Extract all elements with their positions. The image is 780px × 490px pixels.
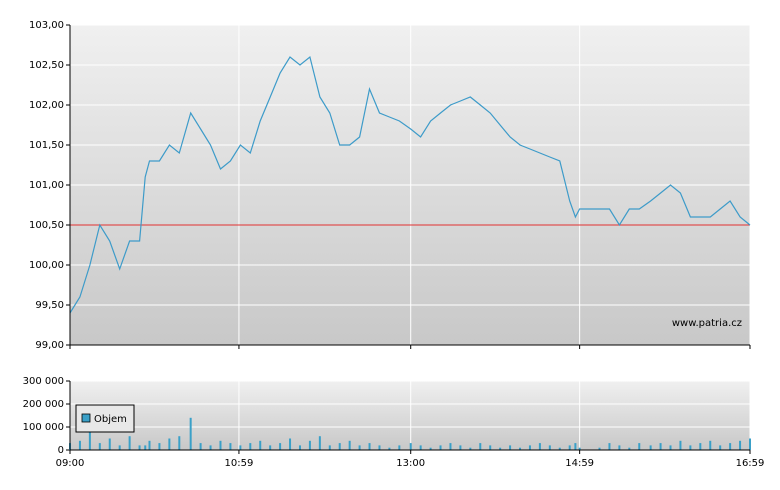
volume-bar [398,445,401,450]
x-tick-label: 10:59 [225,458,254,469]
y-tick-label: 102,00 [29,100,64,111]
volume-bar [98,443,101,450]
volume-bar [419,445,422,450]
legend-label: Objem [94,414,127,425]
y-tick-label: 103,00 [29,20,64,31]
volume-bar [368,443,371,450]
volume-bar [618,445,621,450]
volume-bar [178,436,181,450]
volume-bar [528,445,531,450]
volume-bar [229,443,232,450]
volume-bar [249,443,252,450]
volume-bar [168,438,171,450]
volume-bar [108,438,111,450]
volume-bar [148,440,151,450]
volume-bar [679,440,682,450]
volume-bar [538,443,541,450]
volume-bar [749,438,751,450]
volume-bar [378,445,381,450]
volume-bar [318,436,321,450]
y-tick-label: 200 000 [23,399,64,410]
y-tick-label: 102,50 [29,60,64,71]
volume-bar [138,445,141,450]
volume-bar [298,445,301,450]
volume-bar [308,440,311,450]
volume-bar [358,445,361,450]
volume-bar [719,445,722,450]
volume-bar [118,445,121,450]
volume-bar [509,445,512,450]
volume-bar [388,447,391,450]
volume-bar [189,417,192,450]
volume-bar [439,445,442,450]
y-tick-label: 99,00 [35,340,64,351]
volume-bar [128,436,131,450]
y-tick-label: 101,50 [29,140,64,151]
x-tick-label: 16:59 [736,458,765,469]
volume-bar [429,447,432,450]
volume-bar [519,447,522,450]
legend-swatch [81,413,91,423]
volume-bar [489,445,492,450]
volume-bar [499,447,502,450]
volume-bar [729,443,732,450]
volume-bar [78,440,81,450]
volume-bar [328,445,331,450]
x-tick-label: 13:00 [396,458,425,469]
volume-bar [479,443,482,450]
volume-bar [659,443,662,450]
volume-bar [709,440,712,450]
volume-bar [739,440,742,450]
y-tick-label: 100,50 [29,220,64,231]
volume-bar [144,445,147,450]
volume-bar [649,445,652,450]
volume-bar [269,445,272,450]
y-tick-label: 300 000 [23,376,64,387]
volume-bar [574,443,577,450]
y-tick-label: 0 [58,445,64,456]
volume-bar [219,440,222,450]
volume-bar [578,447,581,450]
volume-bar [158,443,161,450]
volume-bar [598,447,601,450]
volume-plot-area [70,381,750,450]
volume-bar [279,443,282,450]
volume-bar [558,447,561,450]
y-tick-label: 100,00 [29,260,64,271]
volume-bar [409,443,412,450]
volume-bar [289,438,292,450]
y-tick-label: 100 000 [23,422,64,433]
volume-bar [88,427,91,450]
volume-bar [459,445,462,450]
volume-bar [699,443,702,450]
y-tick-label: 101,00 [29,180,64,191]
volume-bar [348,440,351,450]
volume-bar [608,443,611,450]
volume-bar [469,447,472,450]
volume-bar [338,443,341,450]
volume-bar [548,445,551,450]
volume-bar [669,445,672,450]
volume-bar [628,447,631,450]
volume-bar [209,445,212,450]
volume-bar [259,440,262,450]
volume-bar [568,445,571,450]
volume-bar [449,443,452,450]
price-line [69,55,751,314]
watermark: www.patria.cz [672,318,742,329]
volume-bar [199,443,202,450]
y-tick-label: 99,50 [35,300,64,311]
volume-bar [689,445,692,450]
volume-bar [638,443,641,450]
volume-bar [239,445,242,450]
x-tick-label: 14:59 [565,458,594,469]
x-tick-label: 09:00 [56,458,85,469]
